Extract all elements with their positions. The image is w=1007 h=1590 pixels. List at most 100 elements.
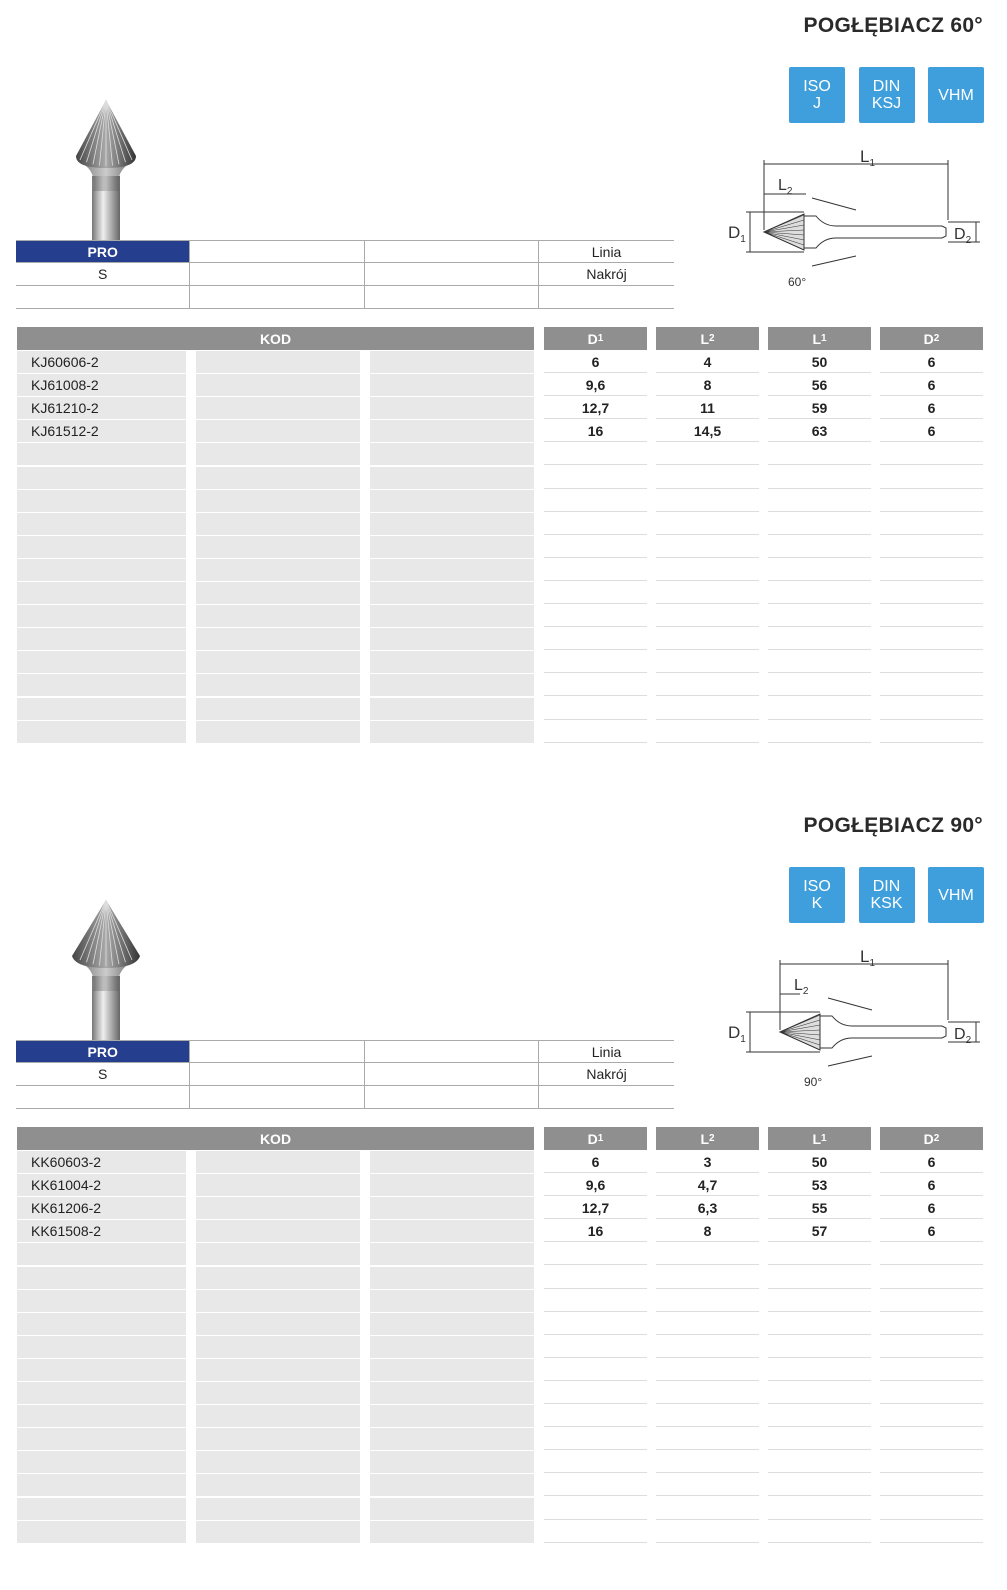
column-label: L (812, 330, 821, 347)
svg-text:D2: D2 (954, 226, 972, 246)
table-cell (196, 1243, 360, 1266)
table-cell: KJ60606-2 (17, 351, 186, 373)
table-cell: 50 (768, 351, 871, 373)
table-cell (656, 1289, 759, 1312)
table-cell (196, 1428, 360, 1451)
table-cell (370, 1197, 534, 1220)
tool-image (66, 96, 146, 247)
table-cell (544, 1428, 647, 1451)
table-cell (196, 1451, 360, 1474)
column-label: D (587, 1130, 598, 1147)
table-cell (656, 1428, 759, 1451)
table-cell (544, 1497, 647, 1520)
spec-cell: Linia (591, 243, 622, 260)
table-cell (768, 558, 871, 581)
svg-text:D2: D2 (954, 1026, 972, 1046)
table-cell (196, 697, 360, 720)
spec-cell (190, 1041, 365, 1062)
table-cell (768, 582, 871, 604)
tool-image (66, 896, 146, 1047)
table-cell (17, 1405, 186, 1428)
table-cell: 6 (880, 1174, 983, 1197)
table-cell (768, 1428, 871, 1451)
table-cell: 12,7 (544, 1197, 647, 1220)
table-cell (17, 697, 186, 720)
spec-cell (365, 241, 540, 262)
table-cell (768, 1474, 871, 1497)
table-cell: KJ61512-2 (17, 420, 186, 443)
table-cell: KJ61008-2 (17, 374, 186, 397)
table-cell (196, 582, 360, 604)
spec-grid: PRO Linia S Nakrój (16, 240, 674, 309)
table-cell (370, 466, 534, 489)
svg-text:90°: 90° (804, 1075, 822, 1089)
table-cell (880, 651, 983, 674)
table-cell: 56 (768, 374, 871, 397)
table-cell (196, 1405, 360, 1428)
table-cell (880, 628, 983, 651)
table-cell (544, 697, 647, 720)
table-cell (656, 1358, 759, 1381)
table-cell (17, 1289, 186, 1312)
table-cell (656, 674, 759, 697)
table-cell (880, 489, 983, 512)
table-cell (656, 1520, 759, 1543)
spec-cell (539, 1086, 674, 1108)
table-cell (17, 628, 186, 651)
table-cell (17, 1520, 186, 1543)
table-cell: 4,7 (656, 1174, 759, 1197)
table-cell (768, 466, 871, 489)
table-cell (370, 1174, 534, 1197)
table-cell: 4 (656, 351, 759, 373)
table-cell (656, 489, 759, 512)
product-section: POGŁĘBIACZ 60° ISO J DIN KSJ VHM L1 L2 D1 D… (0, 0, 1007, 790)
spec-cell (16, 286, 191, 308)
table-cell (656, 558, 759, 581)
table-cell (370, 420, 534, 443)
table-cell (17, 1497, 186, 1520)
table-cell (17, 1335, 186, 1358)
table-cell (196, 397, 360, 420)
table-cell (768, 1266, 871, 1289)
standard-badge: DIN KSK (858, 867, 915, 923)
table-cell (196, 1474, 360, 1497)
table-cell (880, 443, 983, 466)
spec-cell: Nakrój (586, 266, 627, 282)
table-cell (370, 1405, 534, 1428)
spec-cell (190, 1086, 365, 1108)
table-cell (17, 1474, 186, 1497)
table-cell (768, 489, 871, 512)
section-title: POGŁĘBIACZ 60° (803, 14, 983, 37)
spec-cell: PRO (16, 1041, 191, 1062)
table-cell: 53 (768, 1174, 871, 1197)
table-cell (656, 720, 759, 743)
table-cell (656, 1382, 759, 1404)
spec-row (16, 286, 674, 309)
table-cell (17, 1451, 186, 1474)
table-cell: 6 (544, 351, 647, 373)
table-cell (370, 397, 534, 420)
table-cell (544, 582, 647, 604)
table-cell (880, 605, 983, 628)
spec-row: S Nakrój (16, 1063, 674, 1086)
svg-text:L1: L1 (860, 947, 875, 969)
table-cell (880, 1289, 983, 1312)
spec-cell (365, 1063, 540, 1085)
table-cell (196, 651, 360, 674)
table-cell (880, 1451, 983, 1474)
table-cell (196, 628, 360, 651)
table-cell (768, 1358, 871, 1381)
table-cell (544, 1266, 647, 1289)
table-cell (17, 1358, 186, 1381)
table-cell (370, 720, 534, 743)
table-cell (656, 1243, 759, 1266)
column-subscript: 2 (709, 1133, 715, 1144)
table-cell: 59 (768, 397, 871, 420)
table-cell (544, 1289, 647, 1312)
spec-cell (190, 263, 365, 285)
table-cell (196, 1335, 360, 1358)
table-cell (656, 628, 759, 651)
column-label: L (700, 1130, 709, 1147)
table-cell: 9,6 (544, 1174, 647, 1197)
